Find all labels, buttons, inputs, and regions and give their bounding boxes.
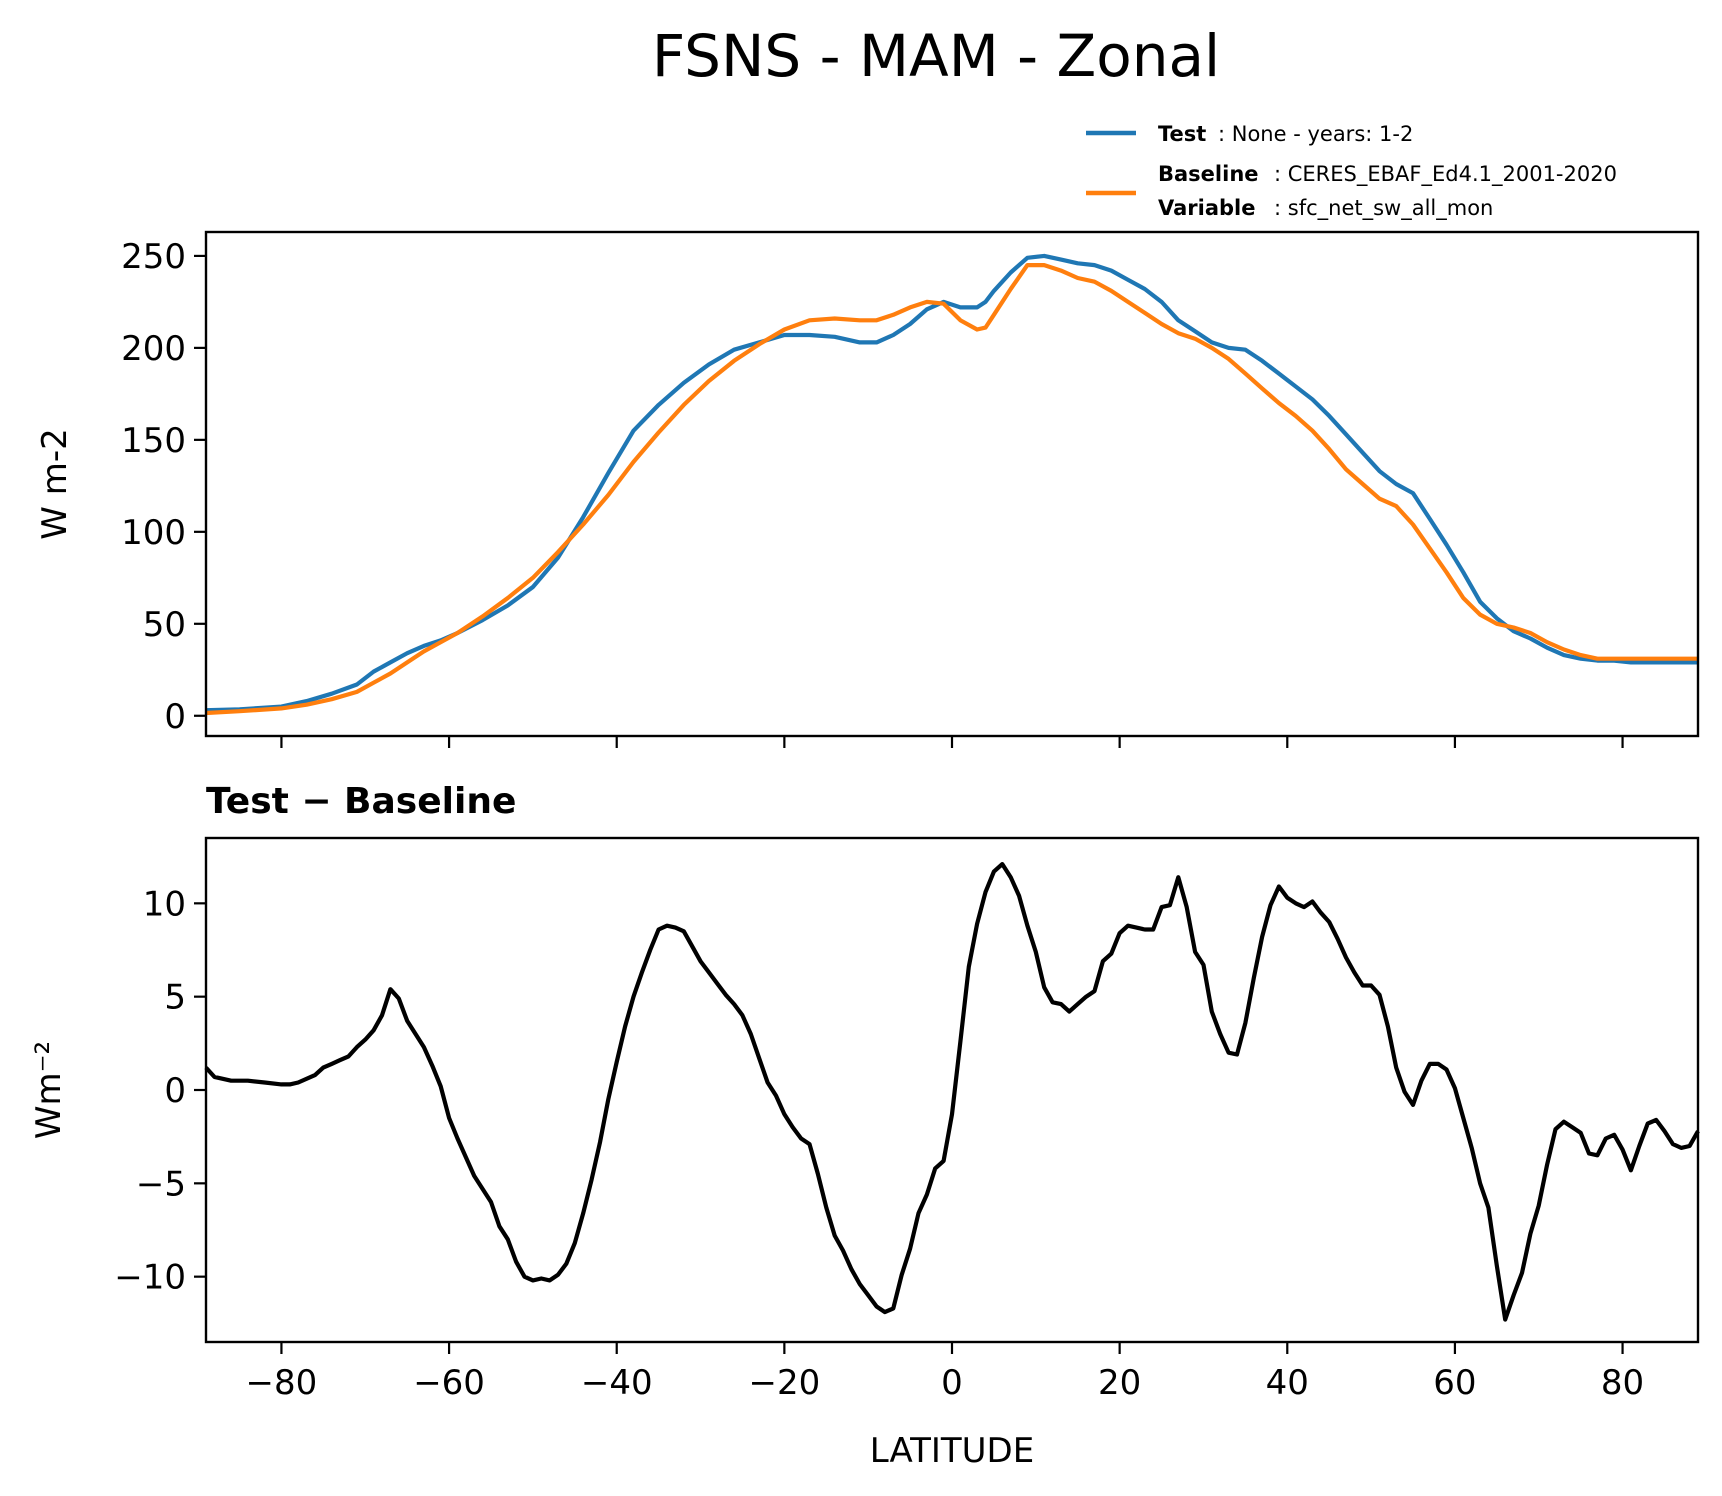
y-tick-label: 5 [164, 978, 186, 1018]
x-tick-label: −20 [748, 1363, 820, 1403]
top-panel-series [205, 253, 1698, 716]
legend-text-baseline: : CERES_EBAF_Ed4.1_2001-2020 [1274, 162, 1617, 187]
legend: Test : None - years: 1-2 Baseline : CERE… [1086, 122, 1617, 221]
bottom-panel-subtitle: Test − Baseline [206, 781, 516, 822]
bottom-panel-frame [204, 836, 1700, 1344]
legend-text-test: : None - years: 1-2 [1218, 122, 1413, 146]
x-tick-label: 0 [941, 1363, 963, 1403]
x-tick-label: −40 [581, 1363, 653, 1403]
legend-text-variable: : sfc_net_sw_all_mon [1274, 196, 1493, 221]
x-tick-label: 40 [1266, 1363, 1309, 1403]
top-panel: W m-2 0 50 100 150 200 250 [35, 230, 1700, 748]
x-tick-label: 20 [1098, 1363, 1141, 1403]
legend-key-variable: Variable [1158, 196, 1255, 220]
y-tick-label: 0 [164, 697, 186, 737]
top-panel-ylabel: W m-2 [35, 428, 75, 539]
x-tick-label: 60 [1433, 1363, 1476, 1403]
legend-key-test: Test [1158, 122, 1206, 146]
bottom-panel-ylabel: Wm⁻² [29, 1041, 69, 1139]
y-tick-label: 10 [143, 884, 186, 924]
y-tick-label: 150 [121, 421, 186, 461]
chart-title: FSNS - MAM - Zonal [652, 22, 1220, 90]
top-panel-xticks [280, 736, 1624, 748]
x-axis-label: LATITUDE [870, 1431, 1034, 1471]
y-tick-label: −5 [136, 1164, 186, 1204]
bottom-panel-yticks: −10 −5 0 5 10 [114, 884, 206, 1298]
y-tick-label: 200 [121, 329, 186, 369]
series-line-baseline [205, 263, 1698, 716]
series-line-diff [204, 861, 1700, 1322]
x-tick-label: −60 [413, 1363, 485, 1403]
bottom-panel: Test − Baseline Wm⁻² −10 −5 0 5 10 −80 −60 −40… [29, 781, 1700, 1471]
x-tick-label: −80 [246, 1363, 318, 1403]
y-tick-label: 250 [121, 237, 186, 277]
series-line-test [205, 253, 1698, 713]
top-panel-yticks: 0 50 100 150 200 250 [121, 237, 206, 737]
y-tick-label: −10 [114, 1258, 186, 1298]
legend-key-baseline: Baseline [1158, 162, 1259, 186]
bottom-panel-series [204, 861, 1700, 1322]
bottom-panel-xticks: −80 −60 −40 −20 0 20 40 60 80 [246, 1342, 1644, 1403]
top-panel-frame [204, 230, 1700, 738]
y-tick-label: 0 [164, 1071, 186, 1111]
y-tick-label: 100 [121, 513, 186, 553]
y-tick-label: 50 [143, 605, 186, 645]
x-tick-label: 80 [1601, 1363, 1644, 1403]
